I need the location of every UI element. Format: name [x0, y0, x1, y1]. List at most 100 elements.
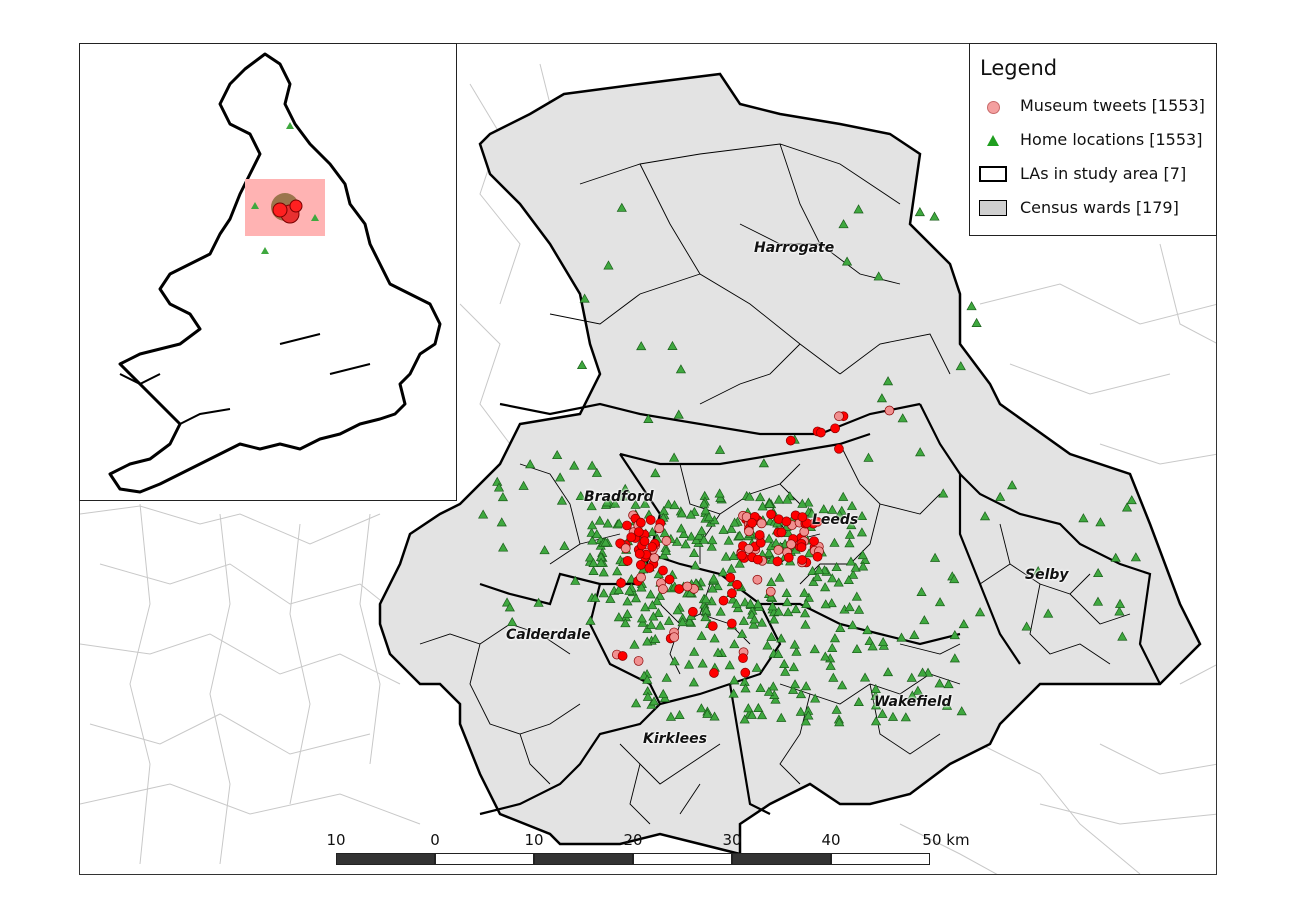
- home-location-marker: [858, 561, 869, 571]
- home-location-marker: [718, 567, 729, 577]
- home-location-marker: [669, 500, 680, 510]
- home-location-marker: [1092, 596, 1104, 606]
- home-location-marker: [616, 202, 627, 212]
- place-label-selby: Selby: [1025, 567, 1069, 583]
- museum-tweet-marker: [616, 578, 626, 588]
- study-area: [378, 72, 1202, 856]
- home-location-marker: [770, 694, 781, 704]
- home-location-marker: [753, 702, 764, 712]
- home-location-marker: [941, 700, 953, 710]
- home-location-marker: [636, 613, 648, 623]
- home-location-marker: [731, 598, 742, 608]
- home-location-marker: [576, 359, 588, 370]
- museum-tweet-marker: [718, 595, 729, 606]
- home-location-marker: [799, 608, 811, 618]
- home-location-marker: [853, 204, 864, 214]
- home-location-marker: [744, 491, 755, 501]
- home-location-marker: [763, 547, 774, 557]
- home-location-marker: [803, 592, 814, 602]
- legend-item-homes: Home locations [1553]: [970, 128, 1218, 154]
- museum-tweet-marker: [688, 606, 698, 617]
- home-location-marker: [934, 678, 945, 688]
- museum-tweet-marker: [633, 527, 644, 537]
- home-location-marker: [955, 361, 966, 371]
- home-location-marker: [800, 619, 811, 629]
- scale-tick: 10: [524, 831, 544, 849]
- home-location-marker: [676, 523, 687, 533]
- home-location-marker: [845, 556, 857, 566]
- home-location-marker: [1114, 606, 1125, 616]
- home-location-marker: [789, 639, 800, 649]
- home-location-marker: [600, 537, 611, 547]
- home-location-marker: [826, 598, 837, 608]
- home-location-marker: [857, 550, 868, 560]
- home-location-marker: [974, 607, 986, 617]
- circle-icon: [987, 101, 1000, 114]
- home-location-marker: [844, 602, 855, 612]
- home-location-marker: [844, 538, 855, 548]
- home-location-marker: [720, 551, 732, 561]
- museum-tweet-marker: [658, 584, 668, 594]
- home-location-marker: [655, 620, 666, 630]
- place-label-wakefield: Wakefield: [874, 694, 952, 710]
- home-location-marker: [587, 460, 598, 470]
- home-location-marker: [617, 491, 628, 501]
- museum-tweet-marker: [799, 526, 810, 537]
- museum-tweet-marker: [626, 532, 637, 543]
- home-location-marker: [876, 393, 888, 403]
- home-location-marker: [636, 341, 647, 351]
- home-location-marker: [831, 704, 842, 714]
- home-location-marker: [729, 675, 740, 685]
- home-location-marker: [660, 545, 672, 555]
- home-location-marker: [788, 662, 799, 672]
- home-location-marker: [870, 700, 882, 710]
- home-location-marker: [646, 619, 657, 629]
- home-location-marker: [828, 672, 839, 682]
- home-location-marker: [755, 492, 766, 502]
- home-location-marker: [591, 529, 602, 539]
- home-location-marker: [943, 679, 954, 689]
- home-location-marker: [795, 689, 807, 699]
- museum-tweet-marker: [636, 572, 646, 583]
- home-location-marker: [916, 586, 927, 596]
- home-location-marker: [732, 603, 744, 613]
- home-location-marker: [493, 482, 505, 492]
- place-label-bradford: Bradford: [584, 489, 654, 505]
- home-location-marker: [552, 449, 563, 460]
- home-location-marker: [915, 447, 926, 457]
- home-location-marker: [818, 504, 829, 514]
- home-location-marker: [846, 520, 857, 530]
- home-location-marker: [736, 628, 748, 638]
- home-location-marker: [702, 708, 713, 718]
- home-location-marker: [718, 524, 729, 534]
- place-label-kirklees: Kirklees: [643, 731, 707, 747]
- home-location-marker: [642, 636, 653, 646]
- home-location-marker: [598, 588, 609, 598]
- home-location-marker: [907, 690, 918, 700]
- home-location-marker: [734, 558, 745, 568]
- inset-points: [251, 122, 319, 254]
- home-location-marker: [689, 646, 700, 656]
- home-location-marker: [919, 615, 930, 625]
- museum-tweets: [612, 405, 895, 678]
- museum-tweet-marker: [674, 584, 685, 594]
- home-location-marker: [665, 711, 677, 721]
- home-location-marker: [707, 535, 718, 545]
- home-location-marker: [594, 515, 605, 525]
- home-location-marker: [739, 714, 750, 724]
- home-location-marker: [834, 717, 845, 727]
- home-location-marker: [851, 591, 862, 601]
- home-location-marker: [1033, 566, 1044, 576]
- home-location-marker: [686, 531, 697, 541]
- legend-label: Home locations [1553]: [1020, 130, 1203, 149]
- museum-tweet-marker: [753, 554, 763, 565]
- home-location-marker: [554, 472, 566, 482]
- home-location-marker: [698, 534, 710, 544]
- museum-tweet-marker: [740, 667, 751, 678]
- museum-tweet-marker: [772, 556, 783, 567]
- main-map[interactable]: [80, 44, 1217, 875]
- museum-tweet-marker: [622, 520, 632, 531]
- home-location-marker: [663, 615, 675, 625]
- scale-segment: [534, 853, 633, 865]
- home-location-marker: [706, 541, 717, 551]
